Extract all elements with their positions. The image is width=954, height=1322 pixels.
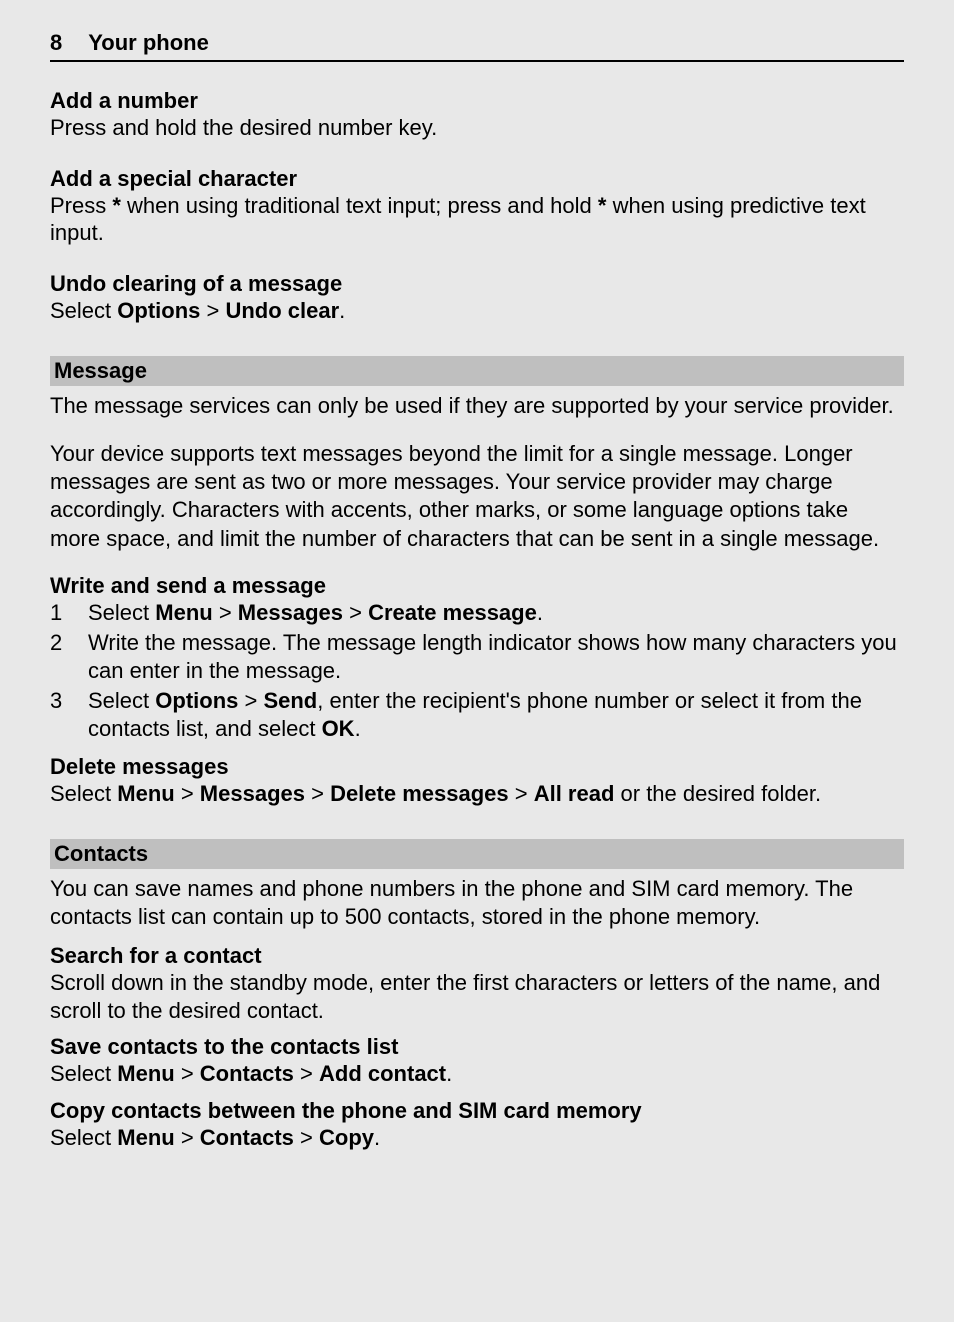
heading-add-number: Add a number [50, 88, 904, 114]
page-header: 8 Your phone [50, 30, 904, 56]
heading-undo-clear: Undo clearing of a message [50, 271, 904, 297]
body-copy-contacts: Select Menu > Contacts > Copy. [50, 1124, 904, 1152]
step-2: Write the message. The message length in… [88, 629, 904, 685]
heading-copy-contacts: Copy contacts between the phone and SIM … [50, 1098, 904, 1124]
body-undo-clear: Select Options > Undo clear. [50, 297, 904, 325]
band-message: Message [50, 356, 904, 386]
body-add-special-char: Press * when using traditional text inpu… [50, 192, 904, 247]
list-item: Select Options > Send, enter the recipie… [50, 687, 904, 743]
message-intro: The message services can only be used if… [50, 392, 904, 420]
section-add-number: Add a number Press and hold the desired … [50, 88, 904, 142]
heading-add-special-char: Add a special character [50, 166, 904, 192]
page-number: 8 [50, 30, 62, 56]
write-send-steps: Select Menu > Messages > Create message.… [50, 599, 904, 744]
step-3: Select Options > Send, enter the recipie… [88, 687, 904, 743]
heading-save-contacts: Save contacts to the contacts list [50, 1034, 904, 1060]
list-item: Select Menu > Messages > Create message. [50, 599, 904, 627]
heading-delete-messages: Delete messages [50, 754, 904, 780]
section-add-special-char: Add a special character Press * when usi… [50, 166, 904, 247]
contacts-intro: You can save names and phone numbers in … [50, 875, 904, 931]
heading-write-send: Write and send a message [50, 573, 904, 599]
body-search-contact: Scroll down in the standby mode, enter t… [50, 969, 904, 1024]
page: 8 Your phone Add a number Press and hold… [0, 0, 954, 1211]
section-undo-clear: Undo clearing of a message Select Option… [50, 271, 904, 325]
body-add-number: Press and hold the desired number key. [50, 114, 904, 142]
band-contacts: Contacts [50, 839, 904, 869]
body-delete-messages: Select Menu > Messages > Delete messages… [50, 780, 904, 808]
body-save-contacts: Select Menu > Contacts > Add contact. [50, 1060, 904, 1088]
header-rule [50, 60, 904, 62]
list-item: Write the message. The message length in… [50, 629, 904, 685]
step-1: Select Menu > Messages > Create message. [88, 599, 904, 627]
heading-search-contact: Search for a contact [50, 943, 904, 969]
message-long-para: Your device supports text messages beyon… [50, 440, 904, 553]
page-title: Your phone [88, 30, 209, 56]
